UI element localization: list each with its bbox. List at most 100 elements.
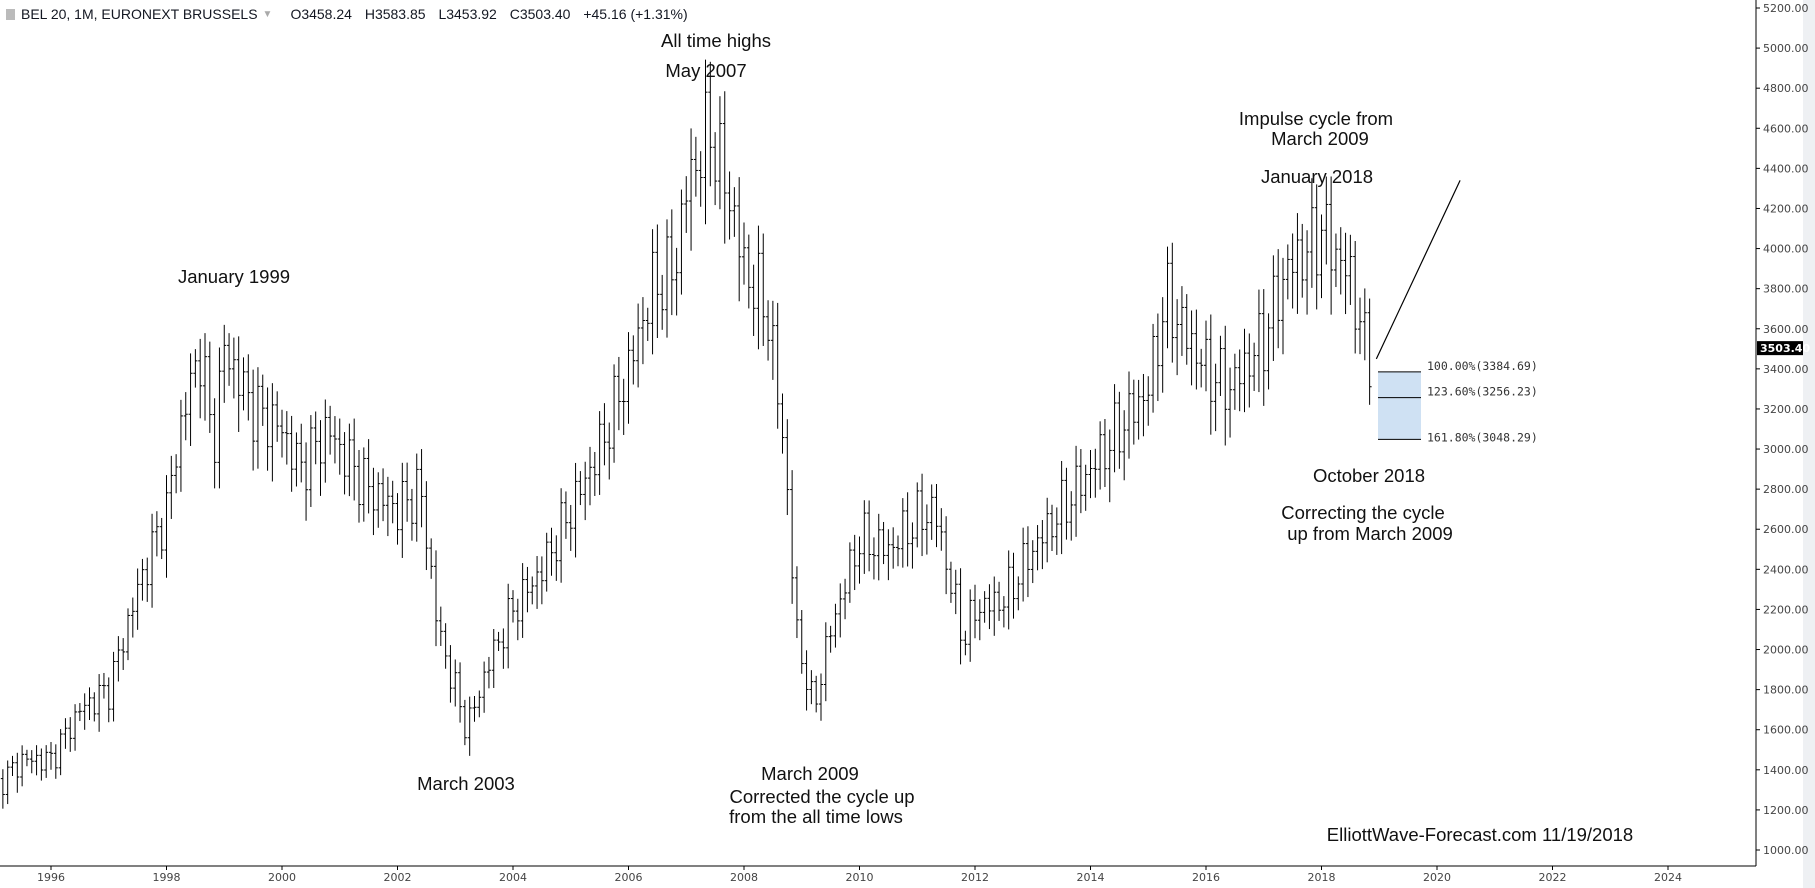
x-tick-label: 2010 — [846, 871, 874, 884]
price-axis[interactable]: 1000.00 1200.00 1400.00 1600.00 1800.00 2000.… — [1756, 2, 1810, 857]
ohlc-bar — [58, 729, 63, 776]
annotation-jan-1999: January 1999 — [177, 266, 291, 287]
ohlc-bar — [270, 383, 275, 482]
x-tick-label: 2018 — [1308, 871, 1336, 884]
ohlc-bar — [159, 517, 164, 560]
ohlc-bar — [563, 491, 568, 539]
ohlc-bar — [496, 631, 501, 652]
ohlc-bar — [1208, 314, 1213, 435]
ohlc-bar — [448, 645, 453, 703]
ohlc-bar — [39, 748, 44, 781]
open-value: O3458.24 — [290, 6, 352, 22]
ohlc-bar — [506, 583, 511, 669]
ohlc-bar — [987, 584, 992, 630]
ohlc-bar — [544, 532, 549, 592]
ohlc-bar — [1059, 460, 1064, 555]
ohlc-bar — [49, 742, 53, 770]
ohlc-bar — [1093, 448, 1098, 498]
x-tick-label: 2004 — [499, 871, 527, 884]
ohlc-bar — [881, 521, 886, 565]
ohlc-bar — [780, 393, 785, 454]
ohlc-bar — [126, 608, 130, 661]
ohlc-bar — [511, 590, 515, 623]
ohlc-bar — [1305, 230, 1310, 315]
ohlc-bar — [409, 488, 414, 541]
ohlc-bar — [193, 349, 198, 388]
ohlc-bar — [732, 187, 737, 237]
ohlc-bar — [121, 638, 126, 670]
annotation-corrected-2: from the all time lows — [729, 806, 903, 827]
ohlc-bar — [876, 513, 881, 581]
ohlc-bar — [944, 516, 949, 595]
ohlc-bar — [260, 374, 265, 426]
ohlc-bar — [621, 378, 626, 435]
ohlc-bar — [255, 367, 260, 469]
ohlc-bar — [366, 439, 371, 514]
ohlc-bar — [29, 750, 34, 774]
ohlc-bar — [1333, 233, 1338, 288]
x-tick-label: 2008 — [730, 871, 758, 884]
ohlc-bar — [833, 603, 838, 648]
annotation-mar-2003: March 2003 — [417, 773, 515, 794]
ohlc-bar — [265, 387, 270, 471]
projection-trendline[interactable] — [1375, 180, 1461, 360]
ohlc-bar — [655, 224, 660, 338]
ohlc-bar — [973, 584, 977, 639]
annotation-impulse-1: Impulse cycle from — [1238, 108, 1394, 129]
ohlc-bar — [198, 338, 203, 419]
fib-level-label: 100.00%(3384.69) — [1427, 359, 1538, 373]
ohlc-bar — [900, 498, 905, 568]
fib-zone[interactable] — [1378, 371, 1421, 440]
ohlc-bar — [414, 453, 419, 542]
ohlc-bar — [1213, 363, 1218, 432]
ohlc-bar — [1160, 297, 1165, 393]
ohlc-bar — [1276, 249, 1281, 349]
ohlc-bar — [1199, 348, 1204, 388]
ohlc-bar — [1300, 223, 1305, 298]
ohlc-bar — [963, 630, 968, 656]
ohlc-bar — [342, 432, 347, 495]
ohlc-bar — [939, 508, 944, 551]
ohlc-bar — [650, 229, 655, 355]
ohlc-bar — [1232, 353, 1237, 410]
ohlc-bar — [313, 411, 318, 465]
y-tick-label: 4200.00 — [1763, 202, 1809, 215]
high-value: H3583.85 — [364, 6, 426, 22]
ohlc-bar — [891, 527, 896, 569]
ohlc-bar — [1338, 227, 1343, 295]
x-tick-label: 2012 — [961, 871, 989, 884]
ohlc-bar — [130, 597, 135, 638]
ohlc-bar — [1107, 429, 1112, 503]
ohlc-bar — [910, 522, 915, 569]
ohlc-bar — [756, 225, 761, 350]
y-tick-label: 2000.00 — [1763, 644, 1809, 657]
ohlc-bar — [1266, 313, 1271, 390]
ohlc-bar — [588, 446, 592, 506]
ohlc-bar — [1290, 233, 1295, 309]
symbol-name[interactable]: BEL 20, 1M, EURONEXT BRUSSELS — [21, 6, 258, 22]
ohlc-bar — [1194, 309, 1199, 390]
ohlc-bar — [400, 462, 405, 558]
ohlc-bar — [708, 61, 713, 187]
ohlc-bar — [698, 151, 703, 207]
annotation-oct-2018: October 2018 — [1312, 465, 1426, 486]
ohlc-bar — [390, 480, 395, 524]
x-tick-label: 2020 — [1423, 871, 1451, 884]
ohlc-bar — [419, 449, 424, 528]
ohlc-bar — [1050, 504, 1054, 551]
low-value: L3453.92 — [438, 6, 497, 22]
ohlc-bar — [636, 303, 641, 388]
chevron-down-icon[interactable]: ▼ — [262, 8, 273, 20]
y-tick-label: 3400.00 — [1763, 363, 1809, 376]
time-axis[interactable]: 1996 1998 2000 2002 2004 2006 2008 2010 2012 2014… — [37, 866, 1682, 884]
ohlc-bar — [742, 222, 746, 285]
ohlc-bar — [997, 581, 1002, 621]
ohlc-bar — [395, 493, 400, 545]
ohlc-bar — [227, 333, 232, 386]
ohlc-bar — [645, 307, 650, 341]
ohlc-bar — [323, 399, 328, 483]
ohlc-bar — [597, 411, 602, 495]
ohlc-bar — [924, 504, 929, 555]
ohlc-bar — [203, 333, 207, 421]
